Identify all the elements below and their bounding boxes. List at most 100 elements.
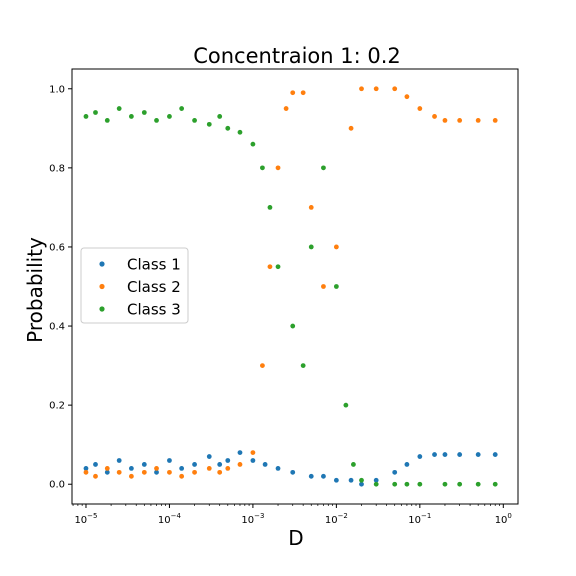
series-1-point bbox=[457, 452, 463, 457]
series-1-point bbox=[308, 473, 314, 479]
x-axis-label: D bbox=[288, 526, 303, 550]
series-2-point bbox=[417, 106, 423, 111]
series-3-point bbox=[351, 462, 356, 467]
series-2-point bbox=[83, 469, 89, 475]
x-tick-label: 10−2 bbox=[325, 512, 348, 526]
series-2-point bbox=[217, 469, 223, 475]
series-1-point bbox=[262, 462, 268, 467]
legend-marker bbox=[99, 306, 105, 312]
series-2-point bbox=[373, 86, 379, 92]
series-2-point bbox=[154, 466, 159, 471]
series-3-point bbox=[442, 481, 448, 487]
series-2-point bbox=[128, 473, 134, 479]
series-2-point bbox=[283, 106, 289, 111]
series-2-point bbox=[250, 450, 256, 455]
y-tick-label: 0.2 bbox=[49, 401, 65, 412]
series-1-point bbox=[116, 458, 122, 463]
plot-area bbox=[71, 68, 519, 505]
series-2-point bbox=[225, 466, 231, 471]
series-1-point bbox=[432, 452, 437, 457]
y-tick-label: 1.0 bbox=[49, 84, 65, 95]
x-tick-label: 10−5 bbox=[74, 512, 97, 526]
series-3-point bbox=[104, 118, 110, 123]
series-3-point bbox=[290, 323, 296, 329]
y-axis: 0.0 0.2 0.4 0.6 0.8 1.0 bbox=[49, 84, 72, 491]
series-2-point bbox=[192, 469, 197, 475]
series-3-point bbox=[275, 264, 281, 270]
series-3-point bbox=[333, 284, 339, 289]
series-1-point bbox=[321, 473, 326, 479]
series-2-point bbox=[290, 90, 296, 96]
series-3-point bbox=[392, 481, 398, 487]
series-3-point bbox=[116, 106, 122, 111]
series-2-point bbox=[260, 363, 265, 368]
series-3-point bbox=[128, 114, 134, 119]
series-2-point bbox=[392, 86, 398, 92]
series-1-point bbox=[128, 466, 134, 471]
series-1-point bbox=[392, 469, 398, 475]
series-1-point bbox=[179, 466, 185, 471]
series-3-point bbox=[93, 110, 98, 115]
series-3-point bbox=[260, 165, 265, 171]
series-3-point bbox=[83, 114, 89, 119]
legend-label: Class 1 bbox=[127, 256, 181, 274]
series-2-point bbox=[141, 469, 147, 475]
series-1-point bbox=[359, 481, 364, 487]
series-2-point bbox=[237, 462, 243, 467]
series-1-point bbox=[275, 466, 281, 471]
series-1-point bbox=[333, 477, 339, 483]
series-1-point bbox=[442, 452, 448, 457]
series-3-point bbox=[192, 118, 197, 123]
legend-marker bbox=[99, 283, 105, 290]
series-2-point bbox=[300, 90, 306, 96]
series-2-point bbox=[104, 466, 110, 471]
series-3-point bbox=[475, 481, 481, 487]
series-1-point bbox=[192, 462, 197, 467]
series-1-point bbox=[475, 452, 481, 457]
series-1-point bbox=[290, 469, 296, 475]
x-tick-label: 100 bbox=[495, 512, 512, 526]
series-2-point bbox=[333, 244, 339, 250]
y-tick-label: 0.0 bbox=[49, 480, 65, 491]
series-3-point bbox=[267, 205, 273, 210]
x-tick-label: 10−4 bbox=[158, 512, 182, 526]
series-3-point bbox=[206, 121, 212, 127]
legend-label: Class 3 bbox=[127, 301, 181, 319]
series-1-point bbox=[348, 477, 354, 483]
series-2-point bbox=[492, 118, 498, 123]
y-tick-label: 0.6 bbox=[49, 242, 65, 253]
legend-label: Class 2 bbox=[127, 278, 181, 296]
series-1-point bbox=[83, 466, 89, 471]
series-1-point bbox=[404, 462, 410, 467]
y-tick-label: 0.8 bbox=[49, 163, 65, 174]
series-1-point bbox=[141, 462, 147, 467]
series-3-point bbox=[250, 141, 256, 147]
series-2-point bbox=[275, 165, 281, 171]
x-tick-label: 10−3 bbox=[241, 512, 264, 526]
series-2-point bbox=[267, 264, 273, 270]
series-2-point bbox=[93, 473, 98, 479]
series-1-point bbox=[167, 458, 172, 463]
series-3-point bbox=[141, 110, 147, 115]
series-3-point bbox=[343, 402, 349, 408]
series-3-point bbox=[237, 129, 243, 135]
series-2-point bbox=[475, 118, 481, 123]
series-1-point bbox=[237, 450, 243, 455]
series-3-point bbox=[154, 118, 159, 123]
series-2-point bbox=[308, 205, 314, 210]
legend-box bbox=[80, 247, 189, 324]
x-axis: 10−5 10−4 10−3 10−2 10−1 100 bbox=[72, 504, 512, 526]
series-3-point bbox=[492, 481, 498, 487]
series-3-point bbox=[300, 363, 306, 368]
series-3-point bbox=[404, 481, 410, 487]
series-2-point bbox=[167, 469, 172, 475]
series-2-point bbox=[404, 94, 410, 100]
x-tick-label: 10−1 bbox=[408, 512, 431, 526]
legend-marker bbox=[99, 261, 105, 267]
series-2-point bbox=[116, 469, 122, 475]
y-tick-label: 0.4 bbox=[49, 322, 65, 333]
series-3-point bbox=[308, 244, 314, 250]
series-2-point bbox=[348, 125, 354, 131]
series-2-point bbox=[432, 114, 437, 119]
